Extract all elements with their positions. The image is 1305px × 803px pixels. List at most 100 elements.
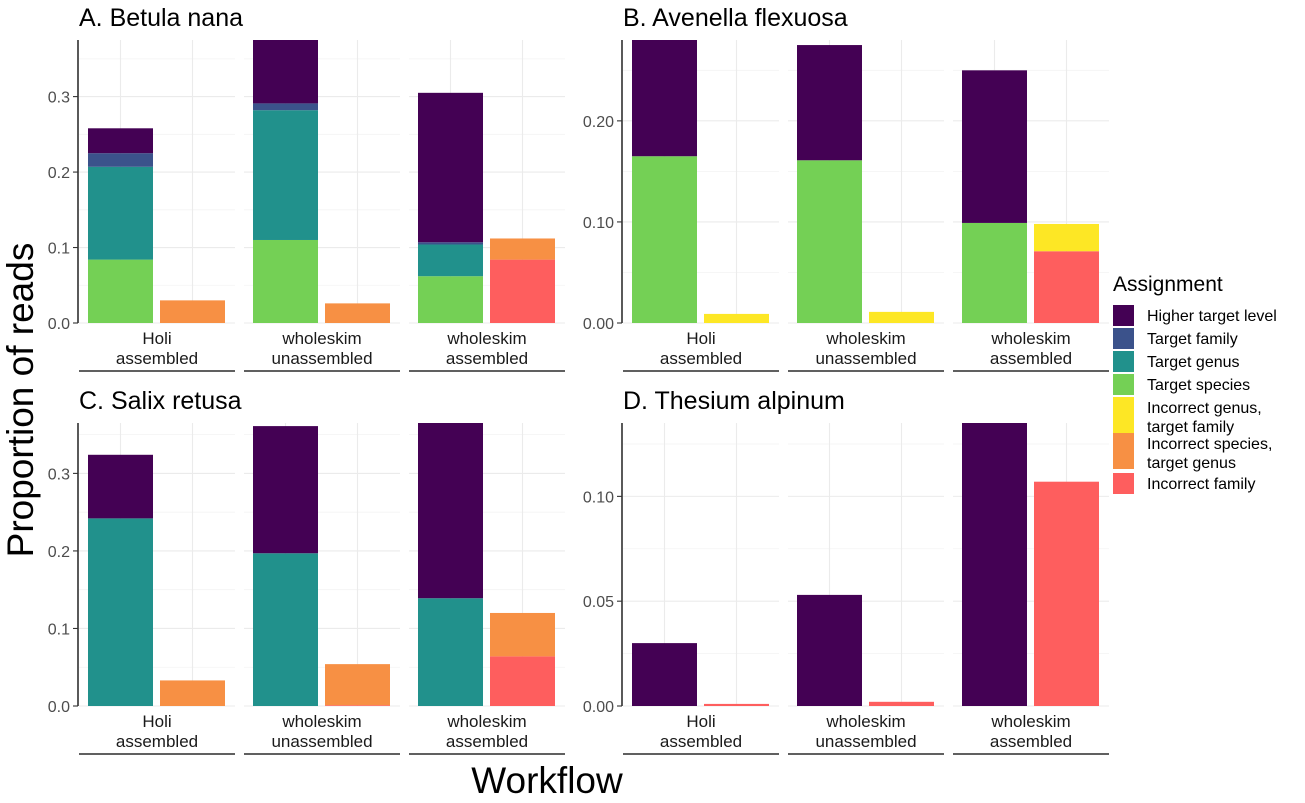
x-axis-title: Workflow: [471, 760, 623, 801]
facet-label-line1: Holi: [686, 712, 715, 731]
bar-correct-species: [962, 222, 1027, 323]
bar-correct-genus: [88, 518, 153, 706]
legend-item-incspecies: Incorrect species, target genus: [1113, 433, 1272, 472]
bar-incorrect-incspecies: [160, 680, 225, 706]
bar-correct-higher: [418, 423, 483, 599]
legend-swatch: [1113, 397, 1134, 433]
facet-label-line2: assembled: [990, 732, 1072, 751]
panel-4: D. Thesium alpinumHoliassembledwholeskim…: [583, 387, 1109, 755]
legend-label: Higher target level: [1147, 308, 1277, 325]
bar-correct-higher: [253, 426, 318, 554]
bar-incorrect-incfamily: [869, 701, 934, 706]
bar-incorrect-incfamily: [325, 705, 390, 706]
y-axis-title: Proportion of reads: [0, 243, 41, 558]
y-tick-label: 0.00: [583, 316, 614, 333]
facet-label-line2: unassembled: [815, 732, 916, 751]
panel-2: B. Avenella flexuosaHoliassembledwholesk…: [583, 4, 1109, 372]
legend-swatch: [1113, 351, 1134, 372]
y-tick-label: 0.3: [48, 466, 70, 483]
legend-title: Assignment: [1113, 273, 1223, 296]
panel-title: A. Betula nana: [79, 4, 243, 32]
facet-label-line1: wholeskim: [281, 329, 361, 348]
facet-label-line1: wholeskim: [990, 329, 1070, 348]
y-tick-label: 0.2: [48, 165, 70, 182]
bar-incorrect-incspecies: [325, 303, 390, 323]
legend-label: target genus: [1147, 455, 1236, 472]
panel-3: C. Salix retusaHoliassembledwholeskimuna…: [48, 387, 565, 755]
legend: Assignment Higher target level Target fam…: [1113, 273, 1277, 494]
legend-swatch: [1113, 433, 1134, 469]
legend-swatch: [1113, 374, 1134, 395]
legend-item-incfamily: Incorrect family: [1113, 473, 1255, 494]
bar-correct-genus: [88, 166, 153, 260]
facet-label-line2: assembled: [446, 732, 528, 751]
y-tick-label: 0.00: [583, 699, 614, 716]
legend-label: Incorrect species,: [1147, 436, 1272, 453]
y-tick-label: 0.10: [583, 215, 614, 232]
legend-item-species: Target species: [1113, 374, 1250, 395]
bar-correct-species: [632, 156, 697, 323]
bar-correct-species: [253, 239, 318, 323]
y-tick-label: 0.20: [583, 114, 614, 131]
legend-label: target family: [1147, 419, 1234, 436]
y-tick-label: 0.1: [48, 241, 70, 258]
legend-item-genus: Target genus: [1113, 351, 1240, 372]
panel-title: C. Salix retusa: [79, 387, 242, 415]
bar-incorrect-incgenus: [869, 311, 934, 323]
facet-label-line2: assembled: [446, 349, 528, 368]
bar-correct-higher: [632, 40, 697, 157]
bar-correct-higher: [962, 423, 1027, 706]
facet-label-line2: unassembled: [271, 349, 372, 368]
bar-incorrect-incgenus: [1034, 223, 1099, 252]
bar-correct-higher: [88, 454, 153, 519]
y-tick-label: 0.3: [48, 90, 70, 107]
y-tick-label: 0.05: [583, 594, 614, 611]
legend-swatch: [1113, 305, 1134, 326]
facet-label-line1: wholeskim: [825, 712, 905, 731]
y-tick-label: 0.2: [48, 544, 70, 561]
bar-correct-higher: [797, 594, 862, 706]
bar-incorrect-incfamily: [704, 703, 769, 706]
facet-label-line2: unassembled: [815, 349, 916, 368]
bar-correct-family: [253, 103, 318, 111]
bar-incorrect-incfamily: [490, 259, 555, 323]
facet-label-line1: Holi: [142, 329, 171, 348]
bar-correct-family: [88, 153, 153, 167]
bar-incorrect-incgenus: [704, 313, 769, 323]
legend-label: Target genus: [1147, 354, 1240, 371]
bar-correct-higher: [88, 128, 153, 154]
bar-incorrect-incfamily: [490, 656, 555, 706]
bar-correct-genus: [253, 110, 318, 240]
bar-incorrect-incspecies: [160, 300, 225, 323]
facet-label-line2: assembled: [116, 349, 198, 368]
facet-label-line1: Holi: [686, 329, 715, 348]
y-tick-label: 0.0: [48, 699, 70, 716]
facet-label-line2: assembled: [660, 349, 742, 368]
bar-correct-species: [88, 259, 153, 323]
facet-label-line1: wholeskim: [446, 712, 526, 731]
bar-correct-higher: [797, 45, 862, 161]
bar-correct-higher: [632, 643, 697, 706]
legend-item-higher: Higher target level: [1113, 305, 1277, 326]
facet-label-line1: wholeskim: [446, 329, 526, 348]
panel-title: B. Avenella flexuosa: [623, 4, 848, 32]
legend-item-incgenus: Incorrect genus, target family: [1113, 397, 1262, 436]
facet-label-line2: unassembled: [271, 732, 372, 751]
panels: A. Betula nanaHoliassembledwholeskimunas…: [48, 4, 1109, 755]
bar-correct-higher: [962, 70, 1027, 223]
bar-incorrect-incfamily: [1034, 251, 1099, 323]
y-tick-label: 0.1: [48, 621, 70, 638]
bar-correct-higher: [253, 40, 318, 104]
panel-title: D. Thesium alpinum: [623, 387, 845, 415]
legend-label: Target species: [1147, 377, 1250, 394]
